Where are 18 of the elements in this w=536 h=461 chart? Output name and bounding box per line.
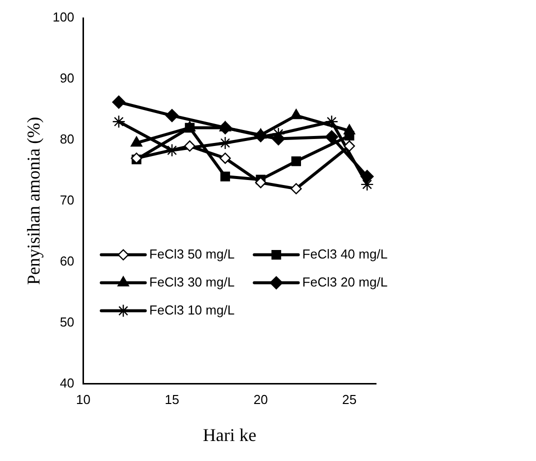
y-tick-label: 100 <box>52 10 74 25</box>
y-tick-label: 50 <box>60 314 74 330</box>
y-tick-label: 70 <box>60 192 74 208</box>
x-tick-label: 10 <box>76 392 91 408</box>
x-tick-label: 25 <box>342 392 357 408</box>
x-tick-label: 15 <box>164 392 180 408</box>
legend-label: FeCl3 40 mg/L <box>302 246 388 262</box>
legend-label: FeCl3 10 mg/L <box>149 302 235 318</box>
y-tick-label: 80 <box>60 132 74 147</box>
legend-label: FeCl3 30 mg/L <box>149 274 235 290</box>
x-axis-title: Hari ke <box>202 424 256 445</box>
y-tick-label: 40 <box>60 375 74 390</box>
x-tick-label: 20 <box>253 392 268 408</box>
y-tick-label: 60 <box>60 253 74 268</box>
y-tick-label: 90 <box>60 70 74 86</box>
legend-label: FeCl3 20 mg/L <box>302 274 388 290</box>
y-axis-title: Penyisihan amonia (%) <box>24 116 44 285</box>
legend-label: FeCl3 50 mg/L <box>149 246 235 262</box>
